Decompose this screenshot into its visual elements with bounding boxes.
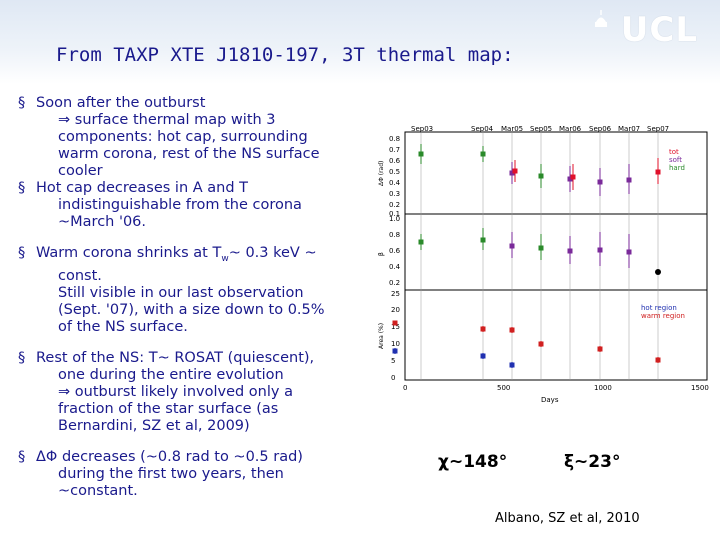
bullet-line: Warm corona shrinks at Tw~ 0.3 keV ~ [36,245,378,268]
subscript-w: w [221,253,229,264]
y-tick: 0.3 [389,190,400,198]
y-axis-label: Area (%) [378,323,385,349]
y-tick: 0.1 [389,210,400,218]
figure-svg: Sep03 Sep04 Mar05 Sep05 Mar06 Sep06 Mar0… [378,125,709,404]
epoch-label: Mar05 [501,125,523,133]
y-tick: 0.6 [389,247,401,255]
bullet-rest-ns: § Rest of the NS: T~ ROSAT (quiescent), … [18,350,378,435]
pulse-profile-figure: Sep03 Sep04 Mar05 Sep05 Mar06 Sep06 Mar0… [371,124,715,406]
bullet-line: const. [58,267,102,284]
bullet-marker: § [18,245,26,261]
y-tick: 0.2 [389,201,400,209]
bullet-marker: § [18,180,26,196]
xi-angle: ξ~23° [564,452,621,472]
bullet-outburst: § Soon after the outburst ⇒ surface ther… [18,95,378,180]
bullet-line: Bernardini, SZ et al, 2009) [58,417,250,434]
bullet-line: ~constant. [58,482,138,499]
panel-delta-phi [404,131,708,215]
bullet-hot-cap: § Hot cap decreases in A and T indisting… [18,180,378,231]
bullet-line: Soon after the outburst [36,95,206,111]
bullet-line: (Sept. '07), with a size down to 0.5% [58,301,325,318]
y-tick: 0 [391,374,395,382]
x-tick: 1000 [594,384,612,392]
bullet-warm-corona: § Warm corona shrinks at Tw~ 0.3 keV ~ c… [18,245,378,336]
panel-area [404,289,708,381]
y-tick: 20 [391,306,400,314]
y-tick: 0.8 [389,231,400,239]
epoch-label: Sep05 [530,125,552,133]
y-tick: 0.5 [389,168,400,176]
y-tick: 25 [391,290,400,298]
bullet-line-text: ~ 0.3 keV ~ [228,245,317,261]
x-axis-label: Days [541,396,559,404]
bullet-marker: § [18,448,26,465]
ucl-logo: UCL [620,10,698,50]
x-tick: 500 [497,384,510,392]
bullet-line: Still visible in our last observation [58,284,304,301]
epoch-label: Sep04 [471,125,494,133]
bullet-line: one during the entire evolution [58,366,284,383]
y-tick: 5 [391,357,395,365]
x-tick: 0 [403,384,407,392]
bullet-line: Hot cap decreases in A and T [36,180,249,196]
slide-title: From TAXP XTE J1810-197, 3T thermal map: [56,44,514,66]
bullet-line-text: Warm corona shrinks at T [36,245,222,261]
data-point-black [655,269,661,275]
bullet-line: Rest of the NS: T~ ROSAT (quiescent), [36,349,315,366]
bullet-line: fraction of the star surface (as [58,400,279,417]
legend-hard: hard [669,164,685,172]
epoch-label: Mar06 [559,125,582,133]
legend-tot: tot [669,148,679,156]
bullet-line: ~March '06. [58,214,147,230]
epoch-label: Sep07 [647,125,669,133]
bullet-list: § Soon after the outburst ⇒ surface ther… [18,95,378,514]
y-tick: 10 [391,340,400,348]
epoch-label: Sep06 [589,125,612,133]
bullet-line: ⇒ outburst likely involved only a [58,383,293,400]
bullet-line: cooler [58,163,103,179]
bullet-line: ⇒ surface thermal map with 3 [58,112,276,128]
panel1-points [418,144,661,196]
chi-angle: χ~148° [438,452,508,472]
y-tick: 0.8 [389,135,400,143]
y-tick: 1.0 [389,215,400,223]
y-tick: 0.6 [389,157,401,165]
y-tick: 0.4 [389,263,401,271]
panel3-points [392,320,661,368]
panel2-points [418,228,661,275]
panel-beta [404,213,708,291]
epoch-label: Sep03 [411,125,433,133]
citation: Albano, SZ et al, 2010 [495,511,640,526]
bullet-line: components: hot cap, surrounding [58,129,308,145]
legend-warm-region: warm region [641,312,685,320]
bullet-delta-phi: § ΔΦ decreases (~0.8 rad to ~0.5 rad) du… [18,449,378,500]
epoch-label: Mar07 [618,125,640,133]
y-tick: 0.7 [389,146,400,154]
bullet-line: of the NS surface. [58,318,188,335]
header-band: UCL [0,0,720,84]
bullet-line: ΔΦ decreases (~0.8 rad to ~0.5 rad) [36,448,303,465]
y-tick: 0.4 [389,179,401,187]
legend-hot-region: hot region [641,304,677,312]
x-tick: 1500 [691,384,709,392]
y-tick: 0.2 [389,279,400,287]
y-axis-label: ΔΦ (rad) [378,161,385,186]
bullet-line: warm corona, rest of the NS surface [58,146,320,162]
y-tick: 15 [391,323,400,331]
legend-soft: soft [669,156,682,164]
bullet-line: during the first two years, then [58,465,284,482]
bullet-line: indistinguishable from the corona [58,197,302,213]
y-axis-label: β [378,252,385,256]
bullet-marker: § [18,349,26,366]
bullet-marker: § [18,95,26,111]
ucl-dome-icon [595,10,607,27]
